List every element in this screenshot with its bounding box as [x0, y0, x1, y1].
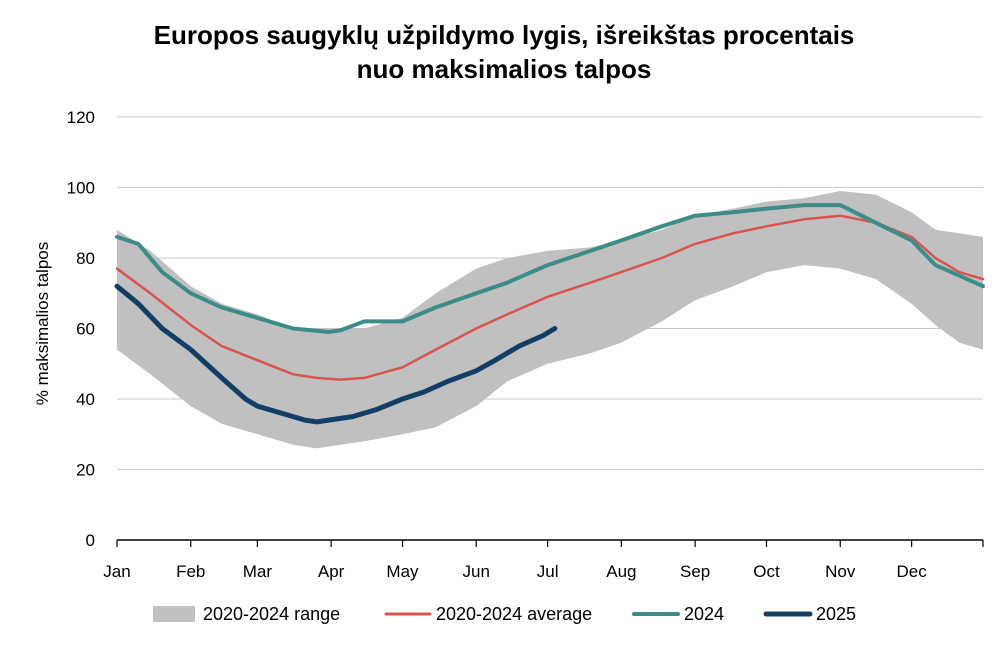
- x-tick-label-sep: Sep: [680, 562, 710, 581]
- chart-title: Europos saugyklų užpildymo lygis, išreik…: [0, 18, 1008, 86]
- x-tick-labels: Jan Feb Mar Apr May Jun Jul Aug Sep Oct Nov Dec: [103, 562, 927, 581]
- x-tick-label-jul: Jul: [537, 562, 559, 581]
- x-tick-label-nov: Nov: [825, 562, 856, 581]
- x-tick-label-jun: Jun: [463, 562, 490, 581]
- chart-title-line-1: Europos saugyklų užpildymo lygis, išreik…: [153, 20, 855, 50]
- legend-label-2025: 2025: [816, 604, 856, 624]
- y-tick-label-80: 80: [76, 249, 95, 268]
- axes: [116, 539, 984, 547]
- y-tick-label-40: 40: [76, 390, 95, 409]
- y-tick-labels: 0 20 40 60 80 100 120: [67, 108, 95, 550]
- y-tick-label-60: 60: [76, 320, 95, 339]
- x-tick-label-oct: Oct: [753, 562, 780, 581]
- legend-label-2020-2024-range: 2020-2024 range: [203, 604, 340, 624]
- series-line-2024: [115, 203, 985, 334]
- series-line-2020-2024-average: [115, 214, 985, 381]
- legend-label-2024: 2024: [684, 604, 724, 624]
- range-band: [117, 191, 983, 449]
- y-axis-title: % maksimalios talpos: [33, 242, 52, 405]
- legend-swatch-2020-2024-range: [153, 606, 195, 622]
- y-tick-label-120: 120: [67, 108, 95, 127]
- x-tick-label-jan: Jan: [103, 562, 130, 581]
- x-tick-label-apr: Apr: [318, 562, 345, 581]
- series-line-2025: [114, 283, 558, 425]
- y-tick-label-100: 100: [67, 179, 95, 198]
- y-tick-label-0: 0: [86, 531, 95, 550]
- series-lines: [114, 203, 985, 425]
- x-tick-label-dec: Dec: [897, 562, 928, 581]
- range-area: [117, 191, 983, 449]
- x-tick-label-aug: Aug: [606, 562, 636, 581]
- legend-label-2020-2024-average: 2020-2024 average: [436, 604, 592, 624]
- x-tick-label-may: May: [386, 562, 419, 581]
- legend: 2020-2024 range 2020-2024 average 2024 2025: [153, 604, 856, 624]
- chart-title-line-2: nuo maksimalios talpos: [356, 54, 652, 84]
- x-tick-label-mar: Mar: [243, 562, 273, 581]
- x-tick-label-feb: Feb: [176, 562, 205, 581]
- y-tick-label-20: 20: [76, 461, 95, 480]
